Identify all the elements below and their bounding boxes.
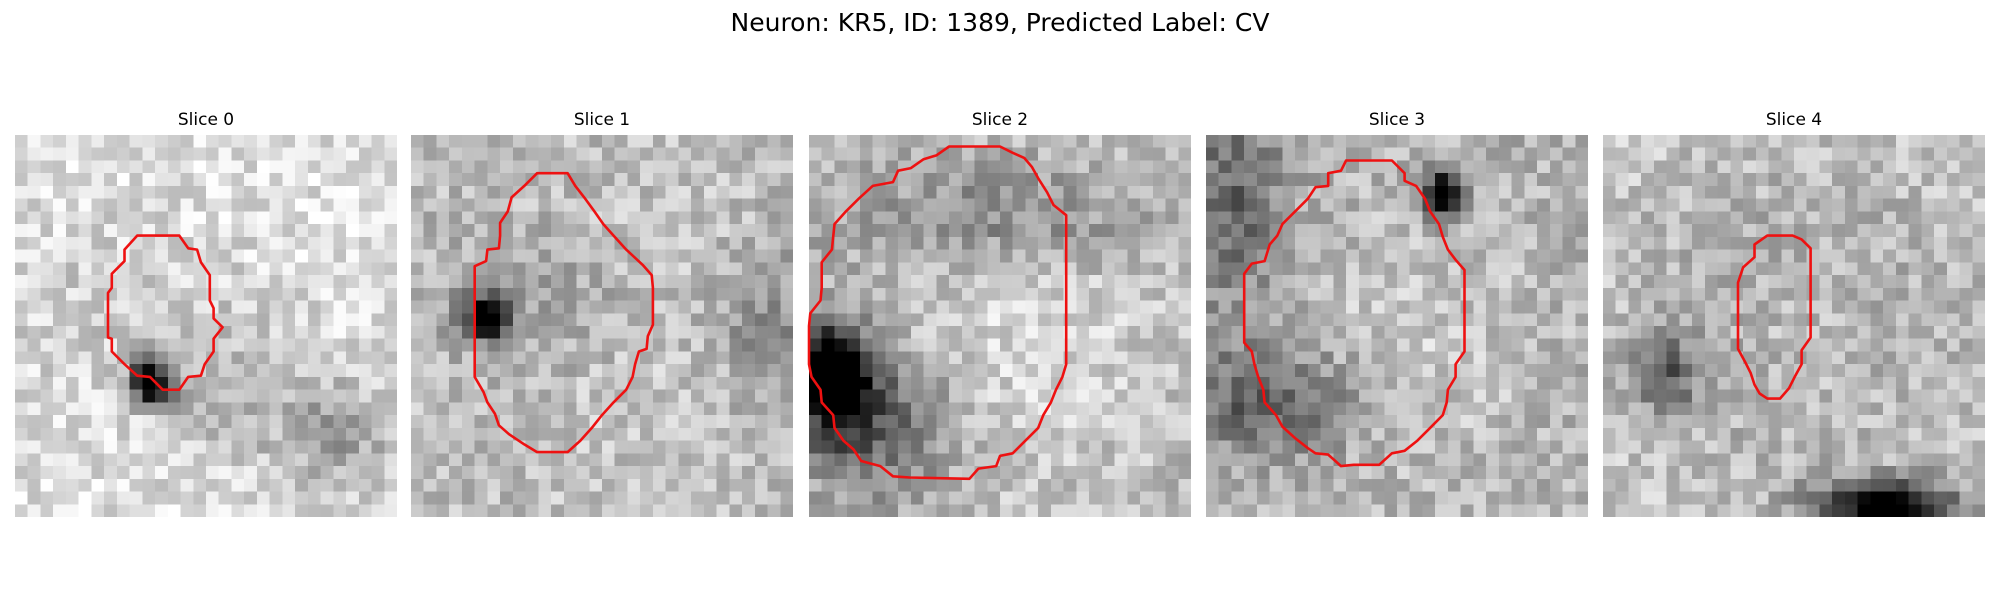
slice-image-frame: [15, 135, 397, 517]
slice-image-frame: [1206, 135, 1588, 517]
slice-panel-1: Slice 1: [411, 108, 793, 517]
roi-contour: [1242, 159, 1466, 468]
slice-image-frame: [1603, 135, 1985, 517]
slice-title: Slice 3: [1368, 110, 1426, 130]
roi-contour-overlay: [1736, 234, 1812, 400]
roi-contour: [807, 145, 1068, 481]
slice-title: Slice 0: [177, 110, 235, 130]
slice-image: [1603, 135, 1985, 517]
slice-panel-3: Slice 3: [1206, 108, 1588, 517]
roi-contour-overlay: [1242, 159, 1466, 468]
roi-contour-overlay: [106, 234, 224, 391]
slice-title: Slice 2: [971, 110, 1029, 130]
slice-panel-4: Slice 4: [1603, 108, 1985, 517]
slice-image-frame: [807, 135, 1191, 517]
roi-contour: [106, 234, 224, 391]
slice-title: Slice 4: [1765, 110, 1823, 130]
roi-contour: [473, 171, 655, 454]
roi-contour: [1736, 234, 1812, 400]
roi-contour-overlay: [473, 171, 655, 454]
slice-panel-0: Slice 0: [15, 108, 397, 517]
slice-image: [15, 135, 397, 517]
roi-contour-overlay: [807, 145, 1068, 481]
slice-title: Slice 1: [573, 110, 631, 130]
slice-panel-2: Slice 2: [807, 108, 1191, 517]
figure-title: Neuron: KR5, ID: 1389, Predicted Label: …: [730, 8, 1270, 37]
slice-image: [809, 135, 1191, 517]
slice-image-frame: [411, 135, 793, 517]
